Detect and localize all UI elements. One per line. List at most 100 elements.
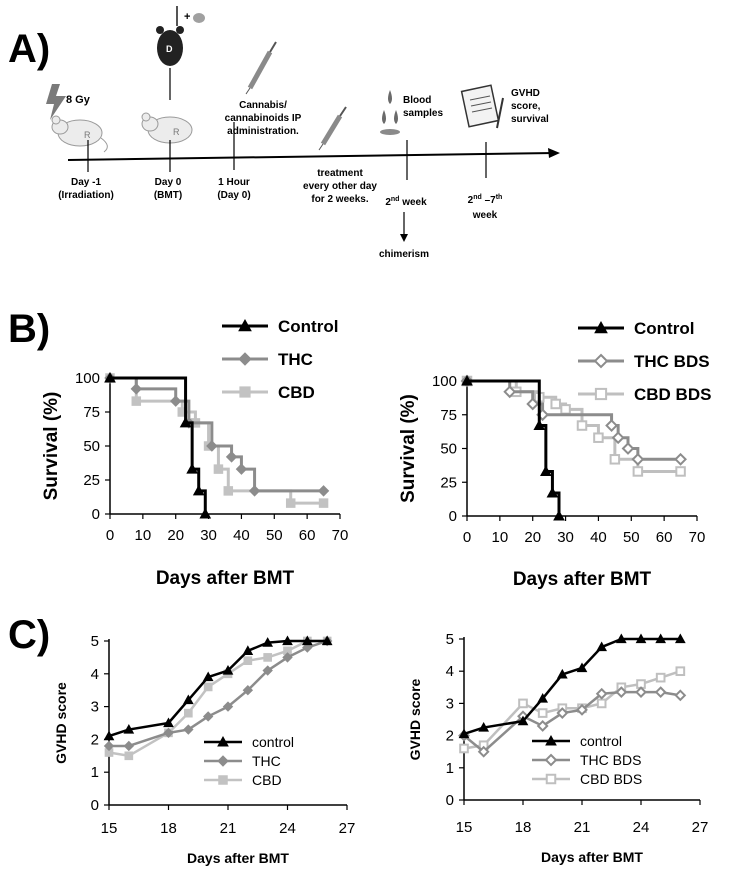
blood-line1: Blood: [403, 95, 431, 106]
y-axis-title: Survival (%): [41, 392, 62, 501]
series-thc-marker: [103, 740, 115, 752]
y-tick-label: 0: [446, 792, 454, 809]
event-1-line1: Day -1: [71, 177, 101, 188]
legend-control-marker: [594, 320, 608, 334]
series-cbd-bds-marker: [518, 698, 528, 709]
series-control-marker: [182, 694, 194, 705]
series-thc-marker: [242, 684, 254, 696]
series-control-marker: [179, 416, 192, 428]
y-tick-label: 5: [446, 631, 454, 648]
x-tick-label: 70: [332, 527, 349, 544]
y-axis-title: GVHD score: [407, 678, 423, 760]
legend-cbd-bds-marker: [594, 387, 608, 401]
series-control-line: [467, 379, 561, 516]
series-cbd-line: [108, 639, 328, 758]
series-control-marker: [123, 724, 135, 734]
series-thc-bds-line: [463, 690, 681, 753]
series-thc-marker: [202, 711, 214, 722]
series-control-marker: [635, 633, 647, 644]
legend-thc-bds-label: THC BDS: [580, 752, 641, 768]
timeline-axis: [67, 152, 556, 161]
y-tick-label: 100: [75, 370, 100, 387]
series-cbd-bds-marker: [537, 708, 548, 718]
series-cbd-marker: [213, 464, 224, 474]
series-thc-bds-marker: [526, 397, 540, 411]
survival-chart-right: 0 10 20 30 40 50 60 70 0 25 50 75 100 Days after BMT S…: [398, 319, 711, 590]
legend-control-marker: [217, 735, 229, 747]
series-thc-marker: [206, 440, 218, 452]
series-thc-bds-marker: [674, 452, 687, 466]
y-tick-label: 25: [83, 472, 100, 489]
cannabis-line3: administration.: [227, 126, 299, 137]
series-control-marker: [321, 635, 333, 646]
series-control-marker: [540, 465, 552, 476]
legend-thc-bds-marker: [593, 353, 609, 369]
x-tick-label: 15: [456, 819, 473, 836]
x-tick-label: 18: [160, 820, 177, 837]
gvhd-chart-right: 15 18 21 24 27 0 1 2 3 4 5 Days after BMT GVHD score…: [407, 631, 708, 865]
recipient-letter-2: R: [173, 127, 180, 137]
legend-cbd-marker: [239, 386, 251, 398]
legend-control-label: control: [580, 733, 622, 749]
series-thc-line: [110, 376, 324, 493]
clipboard-icon: [460, 84, 504, 129]
legend-thc-label: THC: [252, 753, 281, 769]
legend-cbd-label: CBD: [252, 772, 282, 788]
series-thc-bds-marker: [611, 431, 625, 445]
series-control-marker: [163, 717, 174, 728]
legend-control-marker: [238, 318, 252, 332]
series-control-marker: [553, 509, 565, 521]
series-thc-marker: [235, 463, 248, 475]
y-axis-title: Survival (%): [398, 394, 419, 503]
series-control-line: [110, 376, 207, 514]
chimerism-label: chimerism: [379, 249, 429, 260]
series-control-marker: [556, 668, 568, 679]
x-tick-label: 50: [623, 529, 640, 546]
legend-control-label: Control: [278, 317, 338, 336]
series-cbd-marker: [184, 708, 193, 718]
series-control-marker: [478, 722, 490, 732]
series-control-marker: [199, 507, 212, 519]
series-control-marker: [615, 633, 627, 644]
series-thc-bds-marker: [556, 707, 569, 719]
series-cbd-bds-marker: [675, 666, 686, 677]
plus-sign: +: [184, 11, 190, 23]
event-2-line1: Day 0: [155, 177, 182, 188]
y-tick-label: 4: [91, 666, 99, 683]
x-axis-title: Days after BMT: [541, 849, 643, 865]
series-thc-bds-marker: [674, 689, 687, 702]
y-tick-label: 0: [92, 506, 100, 523]
gvhd-line3: survival: [511, 114, 549, 125]
x-axis-title: Days after BMT: [187, 850, 289, 866]
x-tick-label: 40: [590, 529, 607, 546]
series-control-marker: [262, 637, 274, 647]
panel-label-a: A): [8, 27, 50, 71]
series-control-marker: [537, 693, 549, 703]
legend-cbd-label: CBD: [278, 383, 315, 402]
series-cbd-marker: [285, 498, 296, 508]
series-cbd-bds-marker: [596, 698, 607, 709]
series-thc-marker: [248, 485, 261, 497]
series-control-marker: [655, 633, 667, 644]
y-axis-title: GVHD score: [53, 682, 69, 764]
treatment-line2: every other day: [303, 181, 377, 192]
series-cbd-marker: [131, 396, 142, 406]
legend-cbd-bds-marker: [545, 773, 557, 785]
series-control-marker: [301, 635, 313, 646]
y-tick-label: 0: [449, 508, 457, 525]
treatment-line3: for 2 weeks.: [311, 194, 368, 205]
x-tick-label: 21: [220, 820, 237, 837]
legend-thc-bds-marker: [544, 753, 558, 767]
y-tick-label: 1: [91, 764, 99, 781]
series-cbd-marker: [124, 751, 134, 761]
series-cbd-bds-marker: [459, 743, 469, 754]
series-control-marker: [242, 645, 254, 655]
series-control-marker: [202, 671, 214, 682]
series-cbd-bds-marker: [593, 432, 604, 443]
series-thc-bds-marker: [615, 686, 628, 699]
series-control-marker: [104, 371, 116, 383]
series-thc-bds-marker: [595, 687, 608, 700]
survival-chart-left: 0 10 20 30 40 50 60 70 0 25 50 75 100 Days after BMT S…: [41, 317, 348, 589]
legend-control-label: Control: [634, 319, 694, 338]
